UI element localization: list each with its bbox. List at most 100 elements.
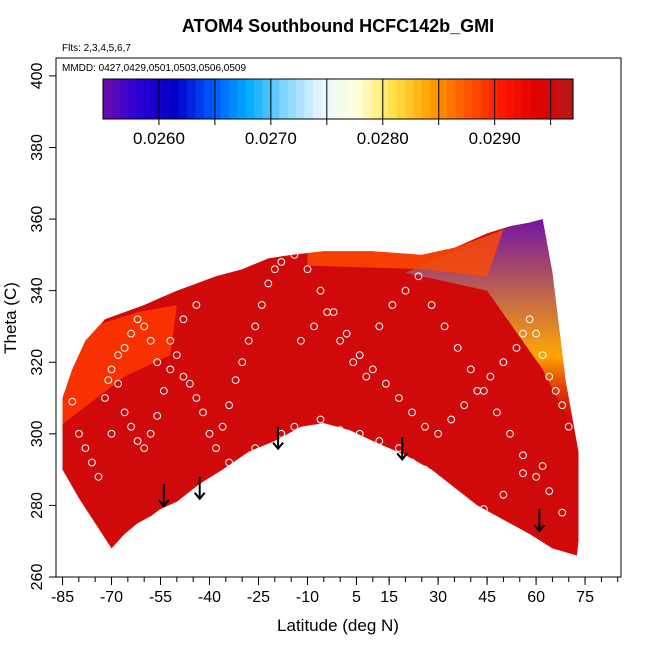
observation-point [434,429,443,438]
observation-point [114,351,122,360]
observation-point [146,429,155,438]
observation-point [225,401,234,410]
colorbar-swatch [287,79,297,119]
colorbar-frame [102,78,574,120]
colorbar-swatch [547,79,557,119]
observation-point [127,422,136,431]
x-axis: -85 -70 -55 -40 -25 -10 5 15 30 45 60 75 [51,577,619,606]
colorbar-swatch [505,79,515,119]
observation-point [414,272,423,281]
colorbar-swatch [405,79,415,119]
colorbar-swatch [346,79,356,119]
colorbar-swatch [119,79,129,119]
colorbar-swatch [430,79,440,119]
colorbar-swatch [212,79,222,119]
y-tick-label: 300 [29,420,46,447]
observation-point [127,329,136,338]
x-tick-label: -70 [100,589,123,606]
observation-point [538,462,547,470]
observation-point [297,336,305,345]
plot-frame [55,57,622,578]
observation-point [238,472,247,481]
observation-point [368,365,377,374]
tropopause-arrow [396,437,408,461]
observation-point [81,444,90,453]
observation-point [133,315,142,324]
colorbar-swatch [480,79,490,119]
colorbar-swatch [497,79,507,119]
observation-point [519,469,527,478]
observation-point [133,437,142,445]
colorbar-swatch [421,79,431,119]
colorbar-swatch [254,79,264,119]
observation-point [179,372,188,381]
observation-point [114,379,122,388]
colorbar-swatch [388,79,398,119]
observation-point [218,422,227,431]
observation-point [519,329,527,338]
observation-point [532,329,540,338]
observation-point [316,286,325,295]
observation-point [479,505,488,513]
tropopause-arrow [533,508,546,533]
x-tick-label: -85 [51,589,74,606]
colorbar-swatch [186,79,196,119]
observation-point [290,251,299,259]
tropopause-arrow [272,426,284,451]
observation-point [94,472,103,481]
observation-point [532,472,540,481]
colorbar-swatch [279,79,289,119]
colorbar-swatch [489,79,499,119]
y-tick-label: 280 [29,492,46,519]
x-tick-label: 60 [527,589,545,606]
observation-point [68,397,77,406]
observation-point [107,365,116,374]
y-tick-label: 400 [29,62,46,89]
observation-point [238,358,247,367]
colorbar-swatch [245,79,255,119]
colorbar-tick-label: 0.0280 [357,129,409,148]
observation-points [68,251,573,517]
observation-point [453,344,462,352]
y-axis: 260 280 300 320 340 360 380 400 [29,62,56,590]
observation-point [159,387,168,395]
colorbar-swatch [531,79,541,119]
observation-point [499,358,508,367]
tropopause-arrow [193,476,206,501]
observation-point [277,258,286,266]
y-tick-label: 340 [29,277,46,304]
observation-point [427,301,436,309]
colorbar-swatch [396,79,406,119]
observation-point [493,408,501,417]
observation-point [408,408,416,417]
observation-point [264,279,273,288]
colorbar-swatch [111,79,121,119]
observation-point [153,358,162,367]
colorbar-swatch [472,79,482,119]
observation-point [382,379,390,388]
observation-point [421,465,429,474]
x-tick-label: -55 [149,589,172,606]
colorbar-swatch [262,79,272,119]
observation-point [104,376,113,385]
observation-point [401,286,410,295]
colorbar-swatch [522,79,532,119]
observation-point [192,394,201,402]
x-tick-label: 30 [429,589,447,606]
observation-point [342,329,351,338]
colorbar-swatch [556,79,566,119]
colorbar-swatch [304,79,314,119]
x-tick-label: 75 [576,589,594,606]
colorbar-swatch [178,79,188,119]
observation-point [316,415,325,424]
observation-point [192,301,201,309]
colorbar-swatch [539,79,549,119]
observation-point [75,429,83,438]
observation-point [408,458,416,467]
colorbar-swatch [354,79,364,119]
observation-point [460,501,469,510]
observation-point [88,458,96,467]
observation-point [225,458,234,467]
colorbar-swatch [379,79,389,119]
